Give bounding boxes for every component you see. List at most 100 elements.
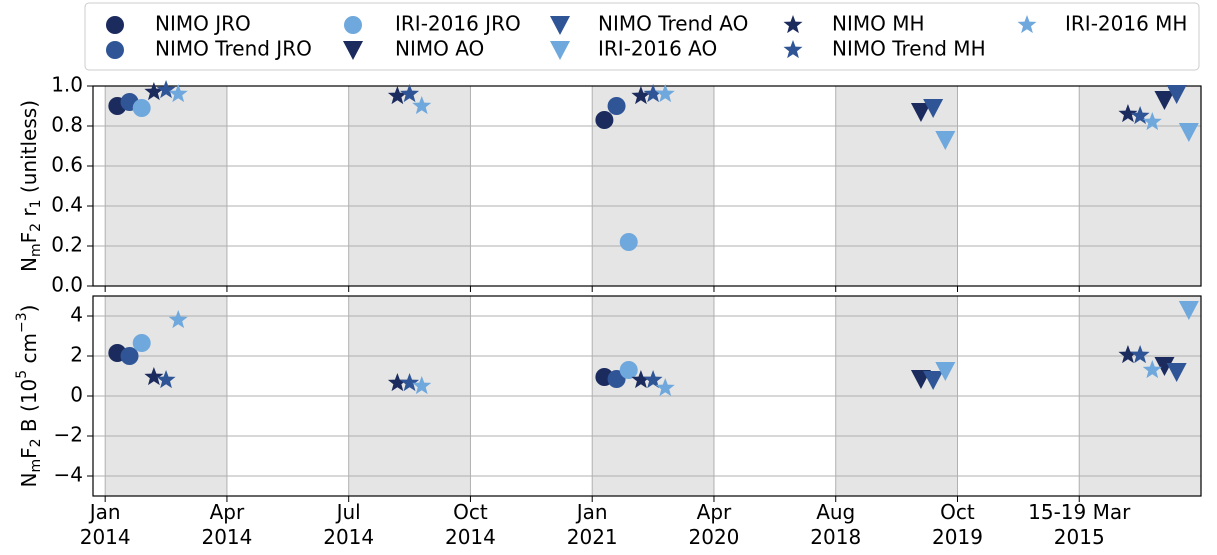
data-point [1178, 123, 1199, 142]
data-point [132, 334, 151, 352]
data-point [1118, 345, 1138, 364]
data-point [619, 361, 638, 379]
legend-marker [106, 41, 124, 59]
data-point [120, 347, 139, 365]
x-tick-label-line: Apr [697, 500, 732, 524]
y-axis-label-part: 2 [28, 438, 44, 447]
x-tick-label-line: 2015 [1054, 525, 1105, 549]
data-point [655, 84, 675, 103]
y-tick-label: 0.6 [51, 153, 83, 177]
legend-label: NIMO Trend AO [598, 12, 748, 36]
data-point [156, 80, 176, 99]
x-tick-label-line: 2014 [323, 525, 374, 549]
x-tick-label: Aug 2018 [810, 500, 861, 549]
x-tick-label-line: 2019 [932, 525, 983, 549]
x-tick-label: Oct 2014 [445, 500, 496, 549]
data-point [1142, 112, 1162, 131]
x-tick-label: Oct 2019 [932, 500, 983, 549]
y-axis-label-part: N [17, 473, 41, 488]
y-tick-label: 2 [70, 343, 83, 367]
data-point [168, 310, 188, 329]
legend-marker [344, 16, 362, 34]
data-point [400, 373, 420, 392]
x-tick-label-line: Aug [816, 500, 855, 524]
data-point [156, 370, 176, 389]
x-tick-label-line: 2021 [567, 525, 618, 549]
y-tick-label: 0.2 [51, 233, 83, 257]
data-point [643, 84, 663, 103]
y-tick-label: 0 [70, 383, 83, 407]
legend-label: IRI-2016 JRO [395, 12, 521, 36]
x-tick-label-line: 2018 [810, 525, 861, 549]
x-tick-label-line: 2020 [689, 525, 740, 549]
legend-label: NIMO Trend MH [832, 37, 986, 61]
legend-label: NIMO JRO [155, 12, 251, 36]
y-axis-label-part: m [28, 459, 44, 473]
data-point [1130, 345, 1150, 364]
data-point [412, 376, 432, 395]
data-point [1154, 91, 1175, 110]
legend-label: IRI-2016 MH [1065, 12, 1187, 36]
x-tick-label: Jan 2021 [567, 500, 618, 549]
y-axis-label-part: cm [17, 333, 41, 370]
x-tick-label-line: Oct [940, 500, 975, 524]
legend-marker [106, 16, 124, 34]
data-point [1166, 85, 1187, 104]
legend-marker [1017, 15, 1037, 34]
data-point [595, 111, 614, 129]
data-point [1130, 106, 1150, 125]
data-point [1166, 363, 1187, 382]
y-tick-label: −2 [54, 423, 83, 447]
x-tick-label-line: Jan [88, 500, 121, 524]
data-point [923, 371, 944, 390]
x-tick-label-line: Oct [453, 500, 488, 524]
data-point [412, 96, 432, 115]
data-point [400, 84, 420, 103]
data-point [619, 233, 638, 251]
data-point [144, 367, 164, 386]
y-axis-label-part: N [17, 257, 41, 272]
data-point [132, 99, 151, 117]
x-tick-label: Apr 2020 [689, 500, 740, 549]
legend-marker [550, 41, 570, 60]
legend-marker [343, 41, 363, 60]
legend-marker [783, 40, 803, 59]
x-tick-label: Jan 2014 [80, 500, 131, 549]
y-axis-label-part: ) [17, 305, 41, 313]
data-point [1154, 357, 1175, 376]
legend-label: NIMO MH [832, 12, 925, 36]
y-tick-label: 4 [70, 303, 83, 327]
data-point [1178, 301, 1199, 320]
data-point [655, 378, 675, 397]
y-axis-label-part: 1 [28, 199, 44, 208]
y-axis-label-part: 2 [28, 223, 44, 232]
data-point [631, 86, 651, 105]
data-point [387, 373, 407, 392]
data-point [935, 362, 956, 381]
x-tick-label-line: Apr [210, 500, 245, 524]
y-tick-label: −4 [54, 463, 83, 487]
x-tick-label-line: 15-19 Mar [1028, 500, 1131, 524]
y-axis-label-part: −3 [14, 312, 30, 333]
legend-label: IRI-2016 AO [598, 37, 717, 61]
shaded-region [835, 86, 958, 286]
y-axis-label-part: m [28, 243, 44, 257]
legend-marker [550, 16, 570, 35]
legend-marker [783, 15, 803, 34]
y-axis-label: NmF2 B (105 cm−3) [14, 305, 44, 488]
x-tick-label-line: 2014 [201, 525, 252, 549]
axes-frame [92, 295, 1202, 497]
legend-label: NIMO Trend JRO [155, 37, 312, 61]
x-tick-label-line: Jul [335, 500, 361, 524]
shaded-region [105, 86, 227, 286]
y-axis-label-part: 5 [14, 370, 30, 379]
x-tick-label: 15-19 Mar 2015 [1028, 500, 1131, 549]
data-point [910, 103, 931, 122]
x-tick-label-line: 2014 [445, 525, 496, 549]
x-tick-label-line: 2014 [80, 525, 131, 549]
data-point [631, 370, 651, 389]
data-point [168, 84, 188, 103]
data-point [643, 370, 663, 389]
data-point [607, 97, 626, 115]
